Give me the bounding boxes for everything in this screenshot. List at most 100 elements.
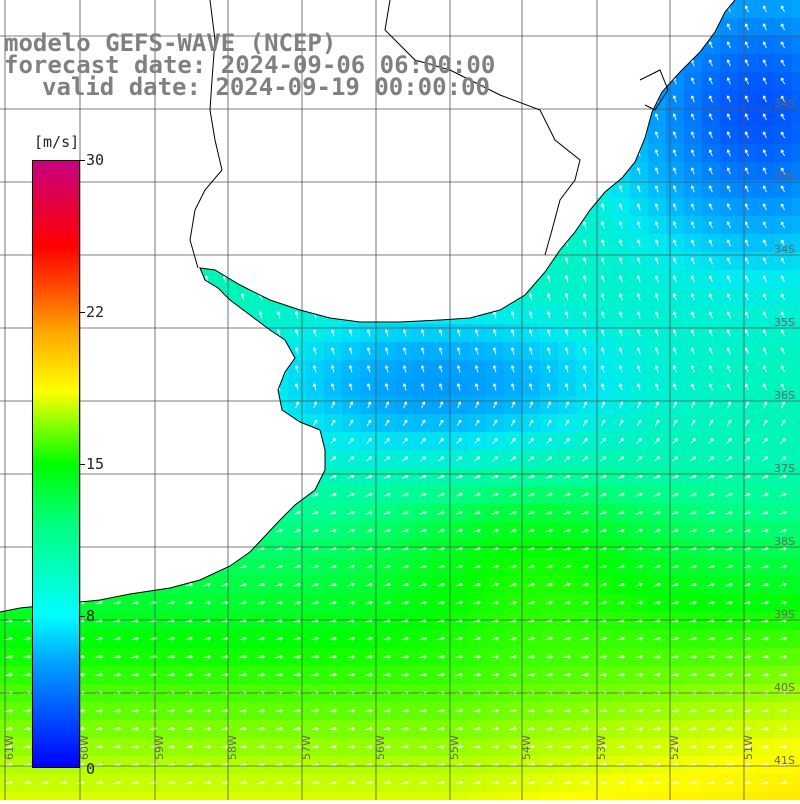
wind-arrow: [5, 582, 13, 587]
wind-arrow: [96, 293, 101, 301]
wind-cell: [612, 792, 631, 800]
wind-cell: [198, 378, 217, 397]
wind-arrow: [474, 203, 479, 211]
wind-arrow: [275, 672, 283, 677]
wind-arrow: [311, 474, 319, 479]
wind-arrow: [114, 419, 120, 427]
wind-arrow: [114, 113, 119, 121]
wind-cell: [666, 36, 685, 55]
wind-arrow: [276, 167, 281, 175]
wind-arrow: [348, 329, 353, 337]
wind-arrow: [366, 167, 371, 175]
wind-arrow: [780, 95, 785, 103]
wind-arrow: [672, 131, 677, 139]
wind-arrow: [762, 41, 767, 49]
wind-cell: [504, 126, 523, 145]
wind-cell: [162, 486, 181, 505]
wind-cell: [126, 144, 145, 163]
wind-arrow: [779, 672, 787, 677]
wind-arrow: [473, 744, 481, 749]
wind-arrow: [762, 167, 767, 175]
wind-arrow: [528, 419, 534, 427]
wind-arrow: [743, 474, 751, 479]
wind-arrow: [203, 492, 211, 497]
wind-arrow: [239, 636, 247, 641]
wind-arrow: [132, 311, 137, 319]
wind-arrow: [761, 492, 769, 497]
wind-arrow: [131, 474, 139, 479]
wind-arrow: [690, 257, 695, 265]
wind-cell: [414, 270, 433, 289]
wind-arrow: [257, 708, 265, 713]
wind-arrow: [312, 239, 317, 247]
wind-cell: [198, 162, 217, 181]
wind-arrow: [690, 419, 696, 427]
wind-arrow: [689, 492, 697, 497]
wind-cell: [252, 792, 271, 800]
wind-arrow: [401, 726, 409, 731]
wind-arrow: [402, 5, 407, 13]
wind-cell: [612, 90, 631, 109]
wind-arrow: [42, 5, 47, 13]
wind-arrow: [294, 239, 299, 247]
wind-arrow: [635, 510, 643, 515]
wind-arrow: [546, 365, 551, 373]
wind-arrow: [402, 275, 407, 283]
wind-arrow: [258, 383, 263, 391]
wind-cell: [324, 216, 343, 235]
wind-arrow: [509, 654, 517, 659]
wind-cell: [234, 180, 253, 199]
wind-arrow: [744, 365, 749, 373]
wind-arrow: [617, 582, 625, 587]
wind-arrow: [114, 149, 119, 157]
wind-arrow: [707, 672, 715, 677]
wind-arrow: [258, 149, 263, 157]
wind-arrow: [762, 23, 767, 31]
wind-arrow: [168, 131, 173, 139]
wind-cell: [108, 342, 127, 361]
wind-cell: [468, 306, 487, 325]
wind-arrow: [546, 5, 551, 13]
wind-cell: [540, 234, 559, 253]
wind-arrow: [384, 365, 389, 373]
wind-arrow: [654, 77, 659, 85]
wind-arrow: [743, 492, 751, 497]
wind-arrow: [708, 383, 713, 391]
wind-arrow: [600, 77, 605, 85]
wind-arrow: [564, 257, 569, 265]
wind-arrow: [294, 149, 299, 157]
wind-arrow: [619, 401, 624, 409]
wind-arrow: [779, 726, 787, 731]
wind-arrow: [60, 113, 65, 121]
wind-arrow: [492, 23, 497, 31]
wind-arrow: [492, 275, 497, 283]
wind-arrow: [185, 546, 193, 551]
wind-arrow: [114, 456, 121, 462]
wind-arrow: [743, 636, 751, 641]
wind-arrow: [493, 401, 498, 409]
wind-arrow: [744, 329, 749, 337]
wind-arrow: [653, 780, 661, 785]
wind-arrow: [95, 726, 103, 731]
wind-arrow: [599, 780, 607, 785]
wind-arrow: [167, 726, 175, 731]
wind-arrow: [420, 41, 425, 49]
wind-arrow: [636, 275, 641, 283]
wind-cell: [540, 72, 559, 91]
colorbar-tick-mark: [79, 464, 85, 465]
wind-arrow: [401, 672, 409, 677]
wind-arrow: [240, 437, 246, 444]
wind-arrow: [420, 221, 425, 229]
wind-arrow: [672, 437, 678, 444]
wind-arrow: [672, 41, 677, 49]
wind-arrow: [725, 708, 733, 713]
wind-arrow: [366, 131, 371, 139]
wind-cell: [0, 576, 19, 595]
wind-arrow: [276, 113, 281, 121]
wind-cell: [288, 0, 307, 19]
wind-arrow: [366, 437, 372, 444]
wind-arrow: [653, 600, 661, 605]
wind-cell: [396, 270, 415, 289]
wind-cell: [396, 288, 415, 307]
wind-cell: [90, 0, 109, 19]
